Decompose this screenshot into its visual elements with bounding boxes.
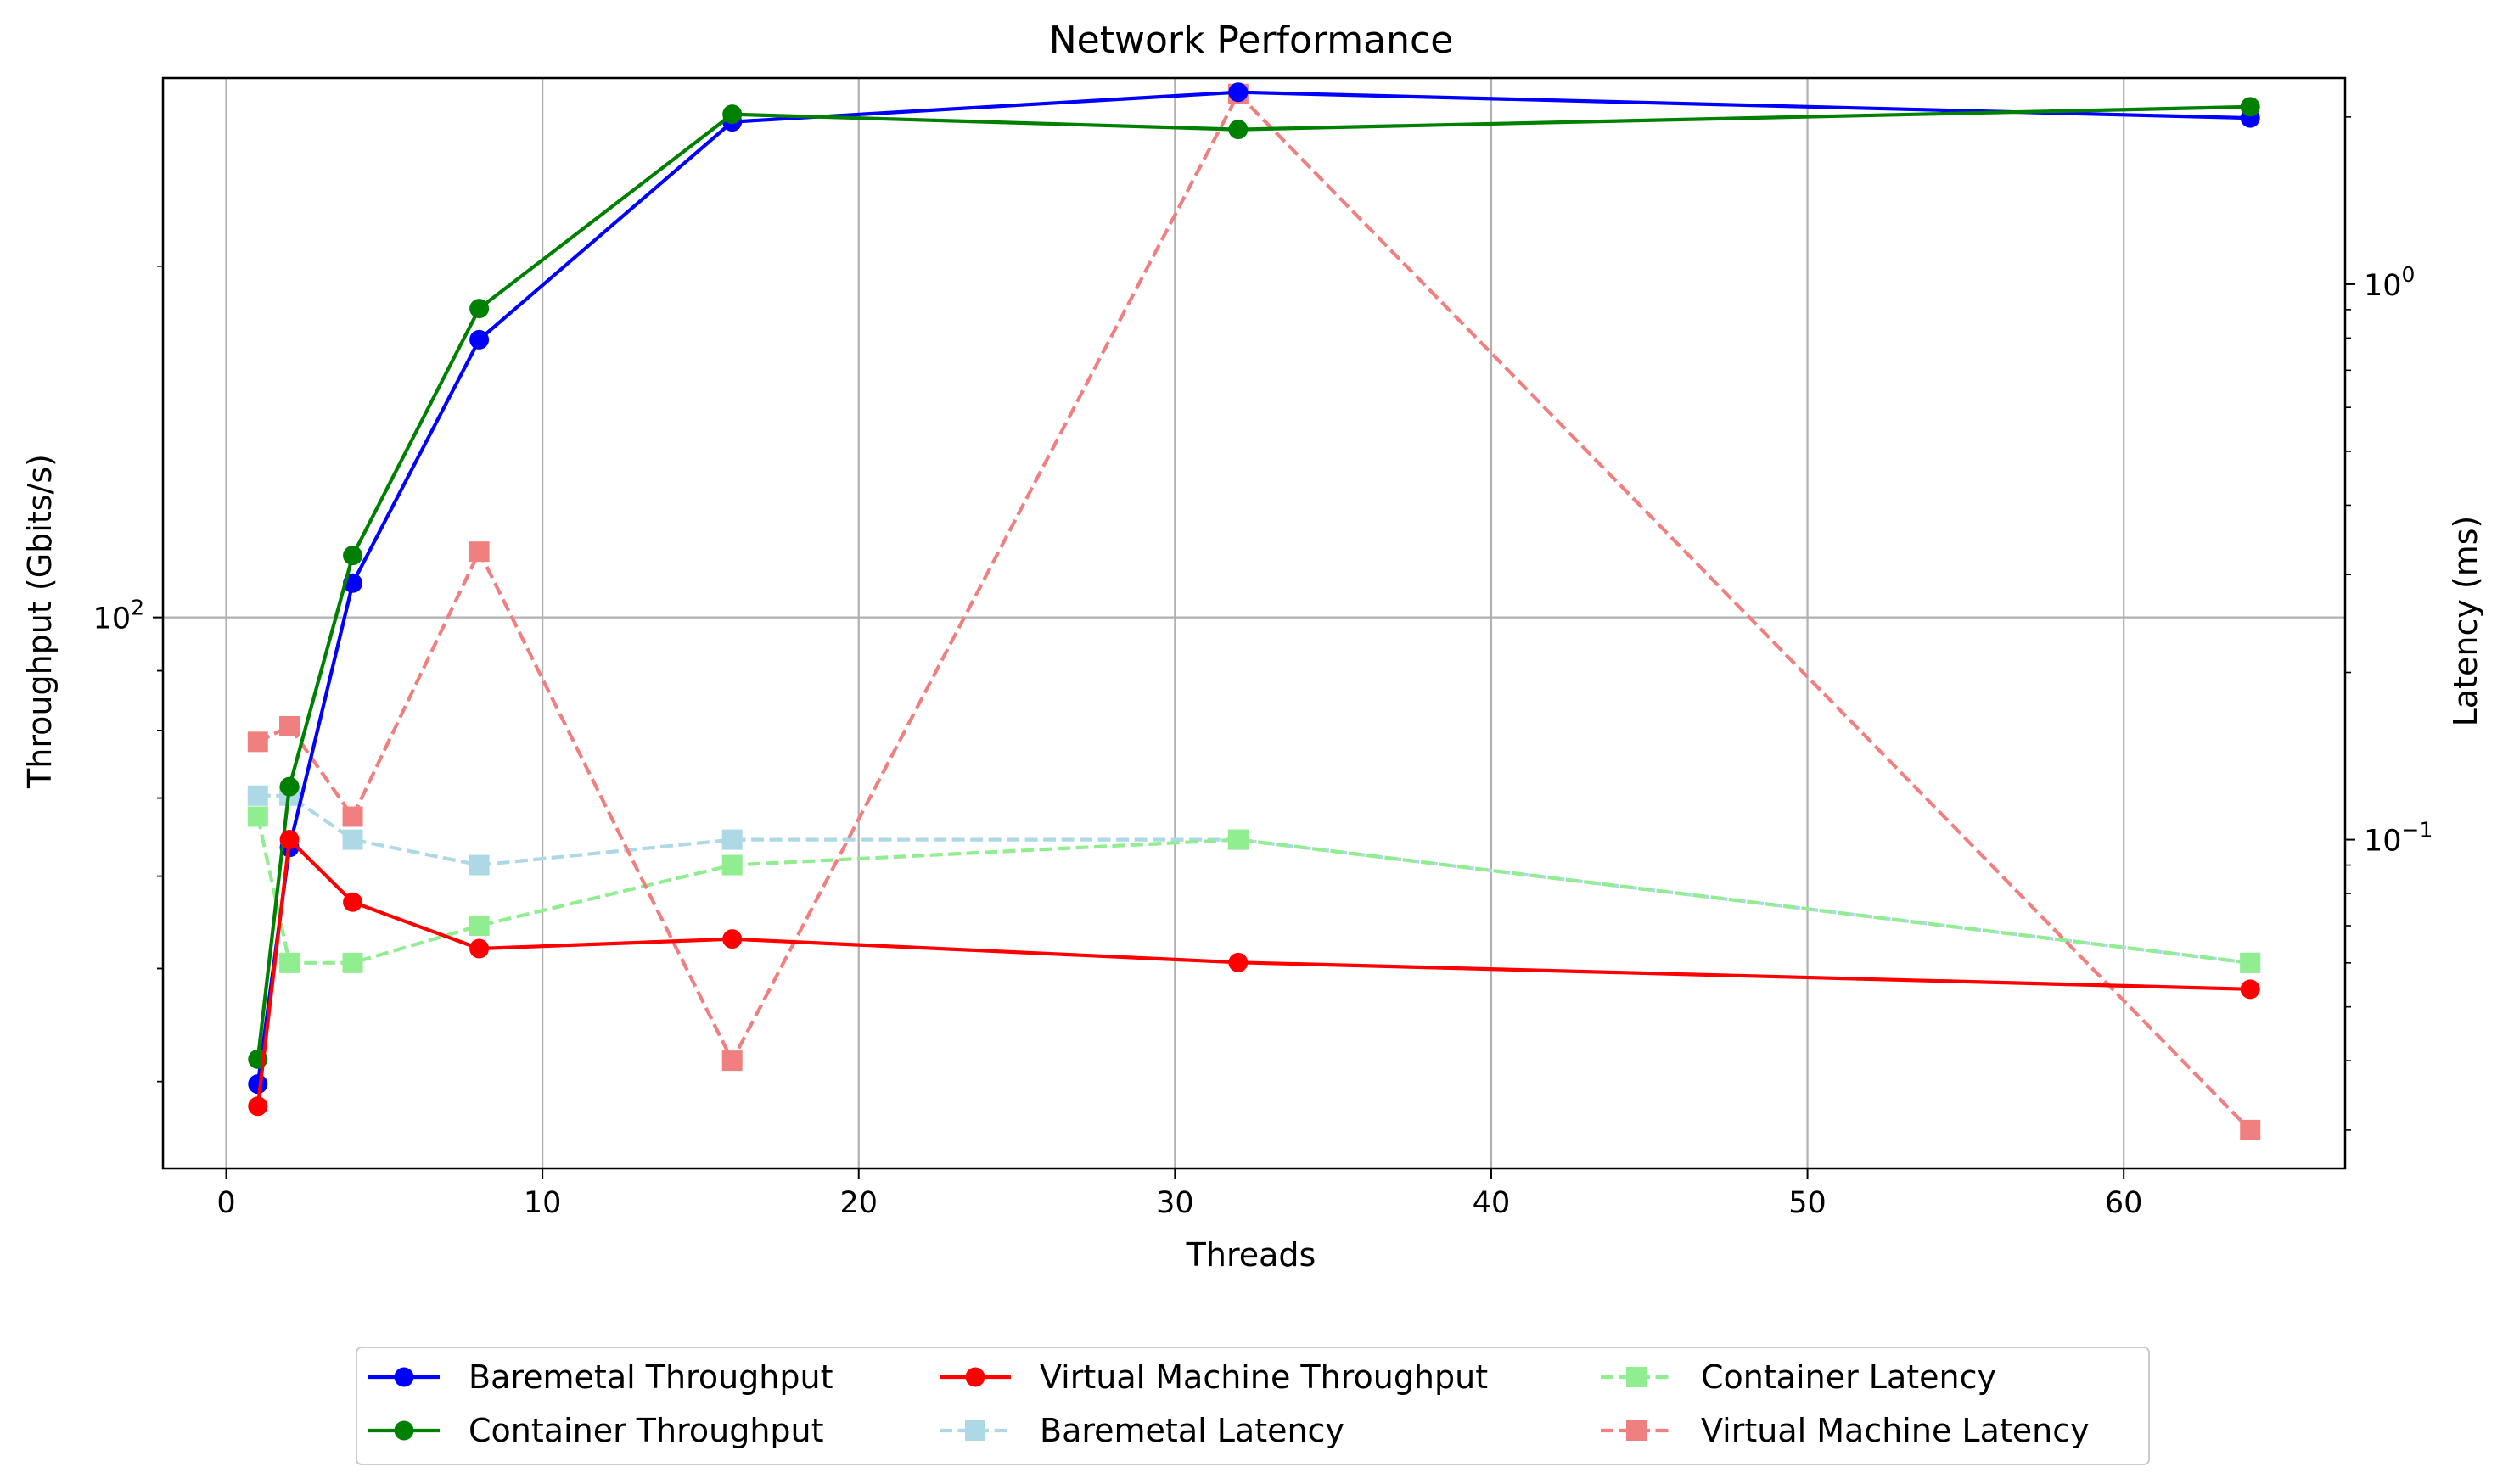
legend-swatch-marker	[1626, 1367, 1647, 1387]
virtual-machine-throughput-point	[469, 938, 490, 959]
virtual-machine-throughput-point	[722, 929, 743, 949]
virtual-machine-latency-point	[342, 806, 363, 827]
legend-swatch-marker	[394, 1420, 414, 1441]
series-virtual-machine-throughput	[248, 829, 2260, 1117]
container-latency-point	[469, 916, 490, 937]
legend-label: Baremetal Latency	[1040, 1412, 1344, 1449]
virtual-machine-throughput-point	[279, 829, 300, 849]
baremetal-throughput-point	[1228, 82, 1249, 103]
x-tick-label: 0	[216, 1186, 235, 1220]
legend-frame	[356, 1347, 2150, 1465]
y-axis-left-label: Throughput (Gbits/s)	[21, 454, 59, 789]
legend-item-baremetal-throughput: Baremetal Throughput	[368, 1358, 833, 1396]
virtual-machine-latency-point	[247, 731, 268, 753]
legend-label: Container Latency	[1701, 1358, 1996, 1396]
baremetal-latency-point	[721, 829, 743, 850]
container-throughput-point	[343, 546, 363, 566]
virtual-machine-latency-point	[721, 1050, 743, 1072]
container-throughput-point	[469, 299, 490, 319]
container-throughput-point	[279, 776, 300, 797]
virtual-machine-throughput-point	[248, 1096, 268, 1117]
legend-item-container-latency: Container Latency	[1601, 1358, 1996, 1396]
x-tick-label: 10	[524, 1186, 562, 1220]
container-throughput-point	[722, 104, 743, 125]
virtual-machine-throughput-point	[1228, 952, 1249, 972]
container-latency-point	[1227, 829, 1249, 850]
series-layer	[247, 82, 2261, 1140]
baremetal-throughput-point	[248, 1074, 268, 1095]
virtual-machine-latency-point	[279, 715, 300, 736]
legend-swatch-marker	[965, 1367, 985, 1387]
legend-label: Container Throughput	[469, 1412, 824, 1449]
x-axis-label: Threads	[1186, 1236, 1316, 1274]
y-axis-right-label: Latency (ms)	[2447, 516, 2484, 727]
y-left-tick-label: 102	[93, 596, 144, 636]
baremetal-throughput-point	[469, 329, 490, 350]
legend-item-virtual-machine-latency: Virtual Machine Latency	[1601, 1412, 2090, 1449]
legend-swatch-marker	[1626, 1420, 1647, 1441]
x-tick-label: 30	[1156, 1186, 1194, 1220]
legend-label: Virtual Machine Latency	[1701, 1412, 2090, 1449]
axis-ticks: 0 10 20 30 40 50 60 102 100 10−1	[93, 116, 2433, 1220]
baremetal-latency-point	[469, 854, 490, 876]
legend-label: Baremetal Throughput	[469, 1358, 833, 1396]
legend-label: Virtual Machine Throughput	[1040, 1358, 1488, 1396]
legend-item-baremetal-latency: Baremetal Latency	[940, 1412, 1344, 1449]
container-latency-point	[247, 806, 268, 827]
legend-item-virtual-machine-throughput: Virtual Machine Throughput	[940, 1358, 1488, 1396]
container-latency-point	[279, 952, 300, 973]
container-latency-point	[721, 854, 743, 876]
y-right-tick-label: 10−1	[2364, 818, 2433, 859]
plot-frame	[161, 76, 2347, 1170]
container-latency-point	[2240, 952, 2261, 973]
legend-swatch-marker	[965, 1420, 985, 1441]
baremetal-latency-point	[342, 829, 363, 850]
legend-swatch-marker	[394, 1367, 414, 1387]
virtual-machine-throughput-point	[343, 892, 363, 912]
container-throughput-point	[1228, 120, 1249, 140]
virtual-machine-latency-point	[2240, 1119, 2261, 1140]
legend-item-container-throughput: Container Throughput	[368, 1412, 824, 1449]
baremetal-latency-point	[247, 785, 268, 806]
x-tick-label: 40	[1473, 1186, 1511, 1220]
series-container-throughput	[248, 97, 2260, 1069]
virtual-machine-latency-point	[469, 541, 490, 563]
legend: Baremetal Throughput Container Throughput…	[356, 1347, 2150, 1465]
x-tick-label: 50	[1788, 1186, 1827, 1220]
series-container-latency	[247, 806, 2261, 973]
x-tick-label: 60	[2105, 1186, 2143, 1220]
container-latency-point	[342, 952, 363, 973]
y-right-tick-label: 100	[2364, 262, 2415, 303]
chart-title: Network Performance	[1049, 19, 1454, 62]
container-throughput-point	[2240, 97, 2260, 117]
virtual-machine-throughput-point	[2240, 979, 2260, 1000]
x-tick-label: 20	[839, 1186, 878, 1220]
